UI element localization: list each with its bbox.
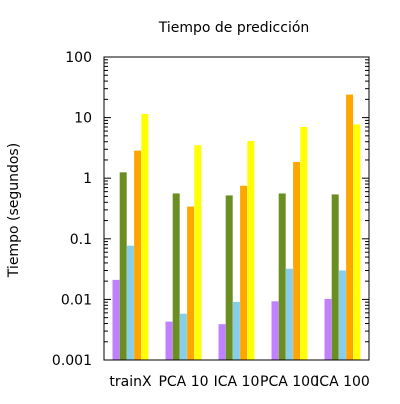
y-tick-label: 10	[74, 111, 92, 127]
bar-4-1	[331, 194, 339, 360]
bar-2-2	[232, 301, 240, 360]
x-tick-label: ICA 10	[214, 374, 260, 390]
plot-frame	[103, 56, 370, 361]
bar-2-3	[240, 185, 248, 360]
bar-2-1	[225, 195, 233, 360]
bar-1-4	[194, 145, 202, 360]
x-tick-label: trainX	[109, 374, 152, 390]
y-tick-label: 0.1	[70, 232, 92, 248]
y-tick-label: 100	[65, 50, 92, 66]
bar-1-2	[179, 313, 187, 360]
bar-3-3	[293, 162, 301, 360]
bars-layer	[112, 94, 361, 360]
y-axis-label: Tiempo (segundos)	[6, 143, 22, 278]
bar-4-2	[338, 270, 346, 360]
x-tick-label: PCA 100	[260, 374, 319, 390]
y-tick-label: 0.001	[52, 353, 92, 369]
bar-1-0	[165, 321, 173, 360]
x-tick-label: PCA 10	[158, 374, 208, 390]
y-tick-label: 0.01	[61, 292, 92, 308]
bar-3-1	[278, 193, 286, 360]
bar-4-3	[346, 94, 354, 360]
bar-0-3	[134, 150, 142, 360]
bar-3-0	[271, 301, 279, 360]
bar-3-2	[285, 268, 293, 360]
y-tick-label: 1	[83, 171, 92, 187]
bar-2-4	[247, 141, 255, 360]
bar-0-4	[141, 113, 149, 360]
bar-4-0	[324, 298, 332, 360]
chart-title: Tiempo de predicción	[158, 20, 310, 36]
bar-3-4	[300, 126, 308, 360]
bar-1-1	[172, 193, 180, 360]
bar-1-3	[187, 206, 195, 360]
bar-0-0	[112, 279, 120, 360]
bar-4-4	[353, 124, 361, 360]
x-tick-label: ICA 100	[315, 374, 370, 390]
bar-0-1	[119, 172, 127, 360]
bar-2-0	[218, 324, 226, 360]
ticks-layer: 0.001 0.01 0.1 1 10 100 trainX PCA 10 ICA 10 PCA …	[52, 50, 370, 390]
bar-0-2	[126, 245, 134, 360]
